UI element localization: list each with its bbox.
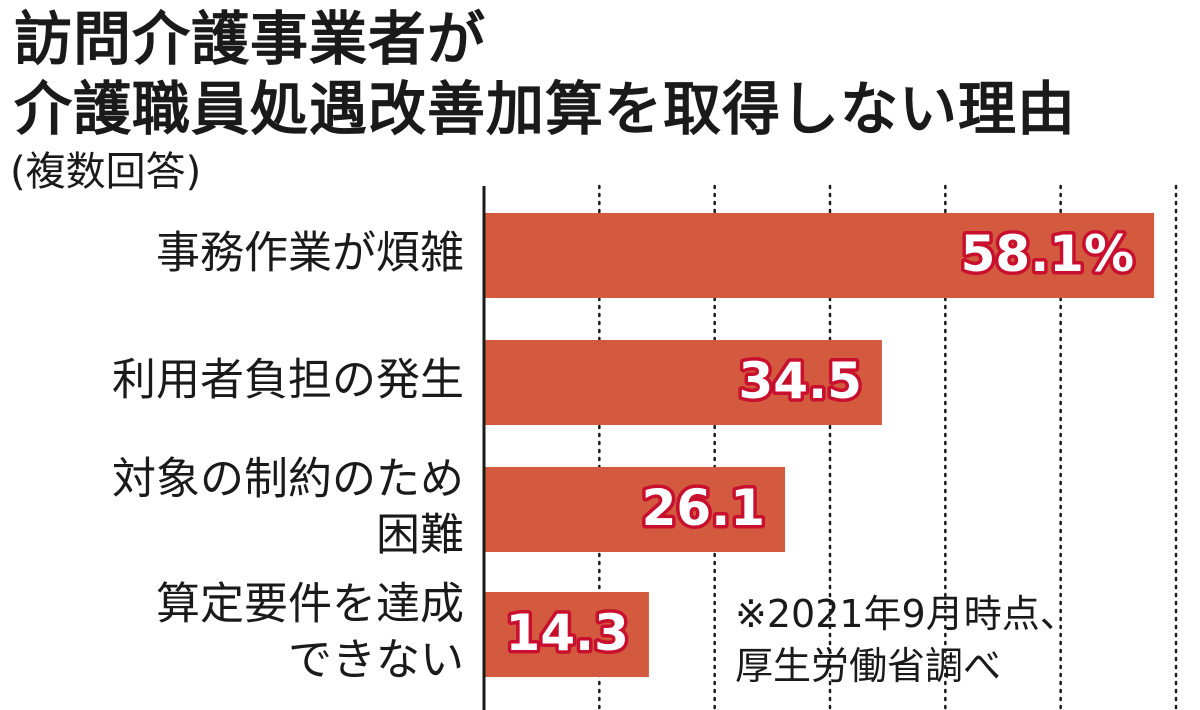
source-note-line-2: 厚生労働省調べ [735,644,1002,688]
category-label-1: 事務作業が煩雑 [156,228,464,279]
source-note-line-1: ※2021年9月時点、 [735,592,1078,636]
chart-subtitle: (複数回答) [10,149,202,195]
source-note: ※2021年9月時点、 厚生労働省調べ [735,588,1078,692]
data-label-2: 34.5 [739,352,862,410]
bar-1 [484,213,1155,298]
category-label-4-line-2: できない [288,635,464,686]
bar-3 [484,467,786,552]
data-label-4: 14.3 [506,604,629,662]
data-label-3: 26.1 [642,479,765,537]
chart-title-line-2: 介護職員処遇改善加算を取得しない理由 [14,75,1077,143]
category-label-2: 利用者負担の発生 [112,355,464,406]
chart-title-line-1: 訪問介護事業者が [14,5,487,73]
bar-4 [484,592,649,677]
category-label-3-line-1: 対象の制約のため [112,454,464,505]
category-label-4-line-1: 算定要件を達成 [156,579,464,630]
bar-2 [484,340,882,425]
category-label-3-line-2: 困難 [376,510,464,561]
data-label-1: 58.1% [961,225,1134,283]
